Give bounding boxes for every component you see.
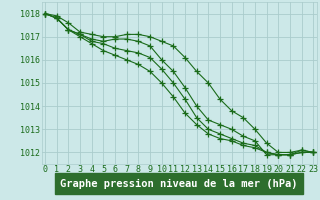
X-axis label: Graphe pression niveau de la mer (hPa): Graphe pression niveau de la mer (hPa) xyxy=(60,179,298,189)
